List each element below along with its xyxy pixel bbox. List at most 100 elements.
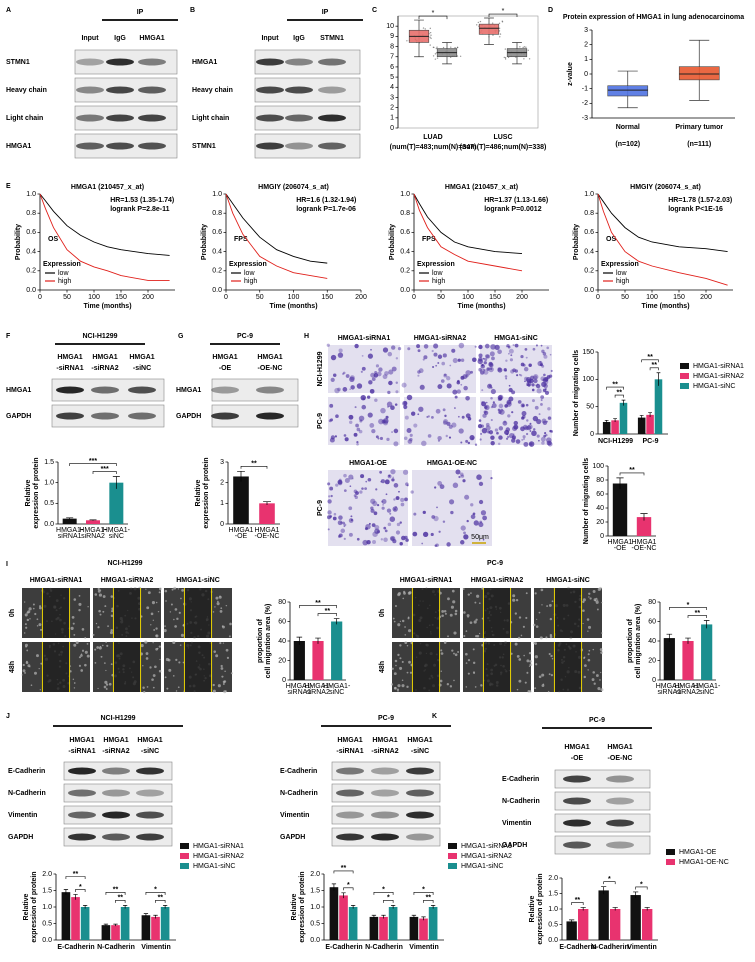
- cell: [454, 609, 458, 613]
- lane-label: -OE: [219, 365, 232, 372]
- row-label: N-Cadherin: [502, 798, 540, 805]
- cell: [167, 658, 171, 662]
- cell: [386, 437, 390, 441]
- cell: [547, 690, 550, 693]
- cell: [102, 595, 106, 598]
- x-tick-label: siRNA2: [676, 689, 700, 696]
- cell: [156, 647, 159, 650]
- cell: [159, 658, 161, 661]
- cell: [342, 387, 348, 392]
- jitter-point: [479, 20, 482, 23]
- cell: [379, 436, 383, 441]
- bar: [151, 916, 160, 940]
- cell: [396, 522, 401, 527]
- cell: [404, 626, 406, 628]
- x-tick-label: siRNA1: [657, 689, 681, 696]
- y-tick-label: 0.0: [44, 521, 54, 528]
- cell: [150, 612, 154, 616]
- error-bar: [612, 907, 618, 911]
- y-axis-label: Relative: [25, 479, 32, 506]
- blot-band: [606, 775, 634, 783]
- survival-curve: [597, 193, 728, 253]
- significance-label: ***: [89, 458, 97, 465]
- row-label: GAPDH: [8, 834, 33, 841]
- cell: [105, 669, 107, 672]
- column-label: HMGA1-siRNA2: [414, 335, 467, 342]
- cell: [332, 516, 337, 521]
- x-tick-label: HMGA1-: [79, 527, 107, 534]
- blot-band: [106, 114, 134, 122]
- cell: [403, 436, 408, 441]
- cell: [408, 591, 412, 595]
- cell: [497, 442, 501, 446]
- cell: [433, 343, 439, 349]
- lane-label: -siNC: [133, 365, 151, 372]
- cell: [490, 388, 496, 395]
- blot-band: [128, 412, 156, 420]
- cell: [153, 629, 156, 631]
- cell: [361, 354, 364, 357]
- x-tick-label: LUAD: [423, 134, 442, 141]
- cell: [338, 348, 343, 353]
- y-tick-label: 60: [648, 618, 656, 625]
- cell: [370, 372, 376, 378]
- cell: [81, 628, 85, 631]
- cell: [356, 427, 361, 432]
- cell: [92, 633, 95, 636]
- blot-band: [256, 142, 284, 150]
- cell: [217, 684, 221, 688]
- cell: [342, 371, 346, 375]
- cell: [600, 688, 604, 692]
- cell: [481, 427, 488, 434]
- cell: [326, 343, 330, 347]
- cell: [546, 605, 549, 607]
- cell: [551, 600, 554, 603]
- cell: [541, 604, 543, 606]
- cell: [465, 630, 468, 632]
- y-tick-label: 0.4: [212, 248, 222, 255]
- error-bar: [633, 891, 639, 899]
- cell: [72, 622, 75, 625]
- cell: [105, 683, 109, 686]
- cell: [457, 415, 460, 418]
- box: [607, 85, 649, 97]
- category-note: (n=102): [615, 141, 640, 148]
- y-tick-label: 1: [390, 115, 394, 122]
- cell: [372, 540, 377, 544]
- cell: [222, 680, 226, 684]
- jitter-point: [504, 48, 507, 50]
- significance-label: **: [629, 467, 635, 474]
- cell: [327, 510, 332, 515]
- legend-label: low: [244, 270, 255, 277]
- cell: [538, 439, 540, 442]
- error-bar: [153, 914, 158, 919]
- blot-strip: [63, 783, 173, 803]
- cell: [158, 645, 162, 648]
- cell: [463, 534, 469, 540]
- cell: [540, 395, 545, 400]
- blot-band: [56, 386, 84, 394]
- x-tick-label: LUSC: [493, 134, 512, 141]
- cell: [497, 367, 503, 373]
- cell: [327, 482, 331, 486]
- x-tick-label: 50: [621, 294, 629, 301]
- cell: [335, 414, 339, 419]
- blot-band: [318, 114, 346, 122]
- bar: [312, 641, 324, 680]
- y-tick-label: 1.5: [44, 459, 54, 466]
- cell: [479, 520, 483, 524]
- cell: [546, 375, 551, 379]
- jitter-point: [525, 46, 527, 48]
- cell: [151, 601, 156, 605]
- bar: [331, 621, 343, 680]
- cell: [549, 353, 552, 356]
- cell: [470, 514, 476, 520]
- cell: [455, 469, 461, 475]
- cell: [377, 437, 380, 440]
- cell: [527, 383, 530, 385]
- row-label: Light chain: [6, 115, 43, 122]
- cell: [534, 655, 538, 659]
- cell: [456, 389, 461, 394]
- cell: [504, 375, 508, 378]
